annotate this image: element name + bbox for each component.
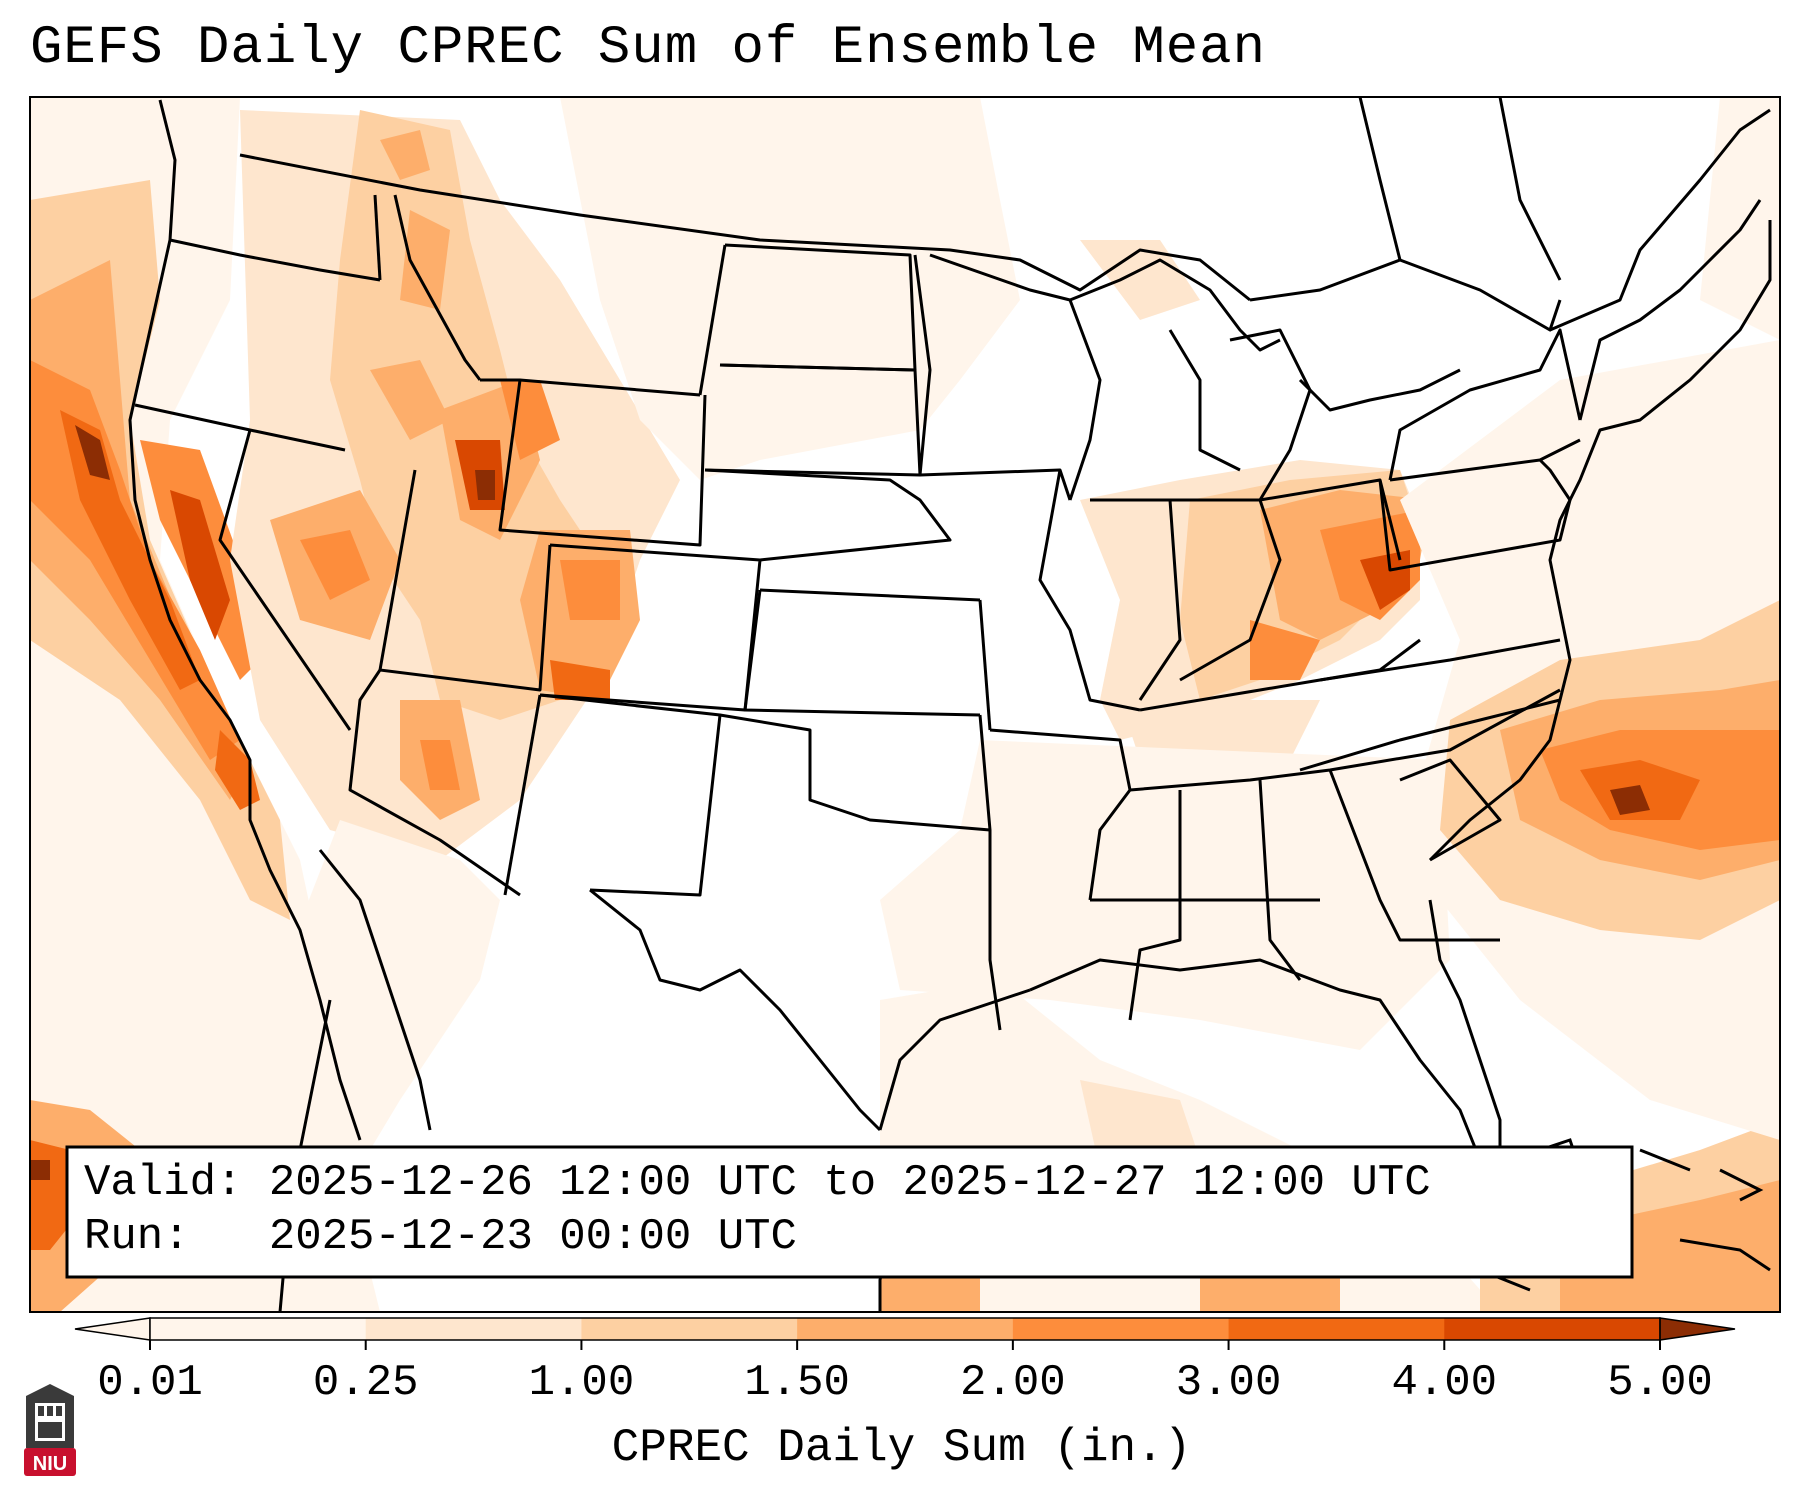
colorbar-tick-label: 0.25: [312, 1358, 419, 1408]
colorbar-segment: [150, 1318, 367, 1340]
valid-time-text: Valid: 2025-12-26 12:00 UTC to 2025-12-2…: [84, 1158, 1431, 1208]
run-time-text: Run: 2025-12-23 00:00 UTC: [84, 1212, 797, 1262]
colorbar-segment: [1444, 1318, 1661, 1340]
colorbar-tick-label: 3.00: [1175, 1358, 1282, 1408]
colorbar-tick-label: 1.00: [528, 1358, 635, 1408]
colorbar: [74, 1317, 1736, 1350]
info-box: [65, 1145, 1634, 1279]
colorbar-label: CPREC Daily Sum (in.): [611, 1422, 1192, 1474]
colorbar-tick-label: 2.00: [960, 1358, 1066, 1408]
map-area: [30, 97, 1780, 1312]
colorbar-tick-label: 1.50: [744, 1358, 850, 1408]
colorbar-segment: [797, 1318, 1014, 1340]
colorbar-segment: [581, 1318, 798, 1340]
map-frame: [29, 96, 1781, 1313]
colorbar-segment: [365, 1318, 582, 1340]
colorbar-extend-low: [74, 1317, 151, 1341]
colorbar-extend-high: [1659, 1317, 1736, 1341]
state-borders: [128, 97, 1772, 1312]
colorbar-tick-label: 4.00: [1391, 1358, 1498, 1408]
map-title: GEFS Daily CPREC Sum of Ensemble Mean: [30, 18, 1266, 79]
colorbar-tick-label: 5.00: [1607, 1358, 1713, 1408]
colorbar-segment: [1012, 1318, 1230, 1340]
colorbar-tick-label: 0.01: [97, 1358, 203, 1408]
logo-text: NIU: [33, 1453, 67, 1475]
colorbar-outline: [149, 1317, 1661, 1341]
niu-logo: NIU: [24, 1384, 76, 1476]
colorbar-segment: [1228, 1318, 1445, 1340]
